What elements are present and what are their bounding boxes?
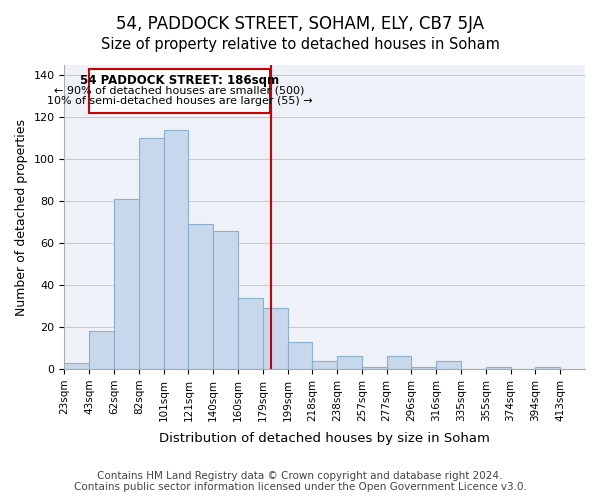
- Bar: [64, 363, 89, 369]
- Text: 10% of semi-detached houses are larger (55) →: 10% of semi-detached houses are larger (…: [47, 96, 313, 106]
- Bar: [412, 367, 436, 369]
- Text: 54 PADDOCK STREET: 186sqm: 54 PADDOCK STREET: 186sqm: [80, 74, 279, 88]
- FancyBboxPatch shape: [89, 69, 270, 113]
- Bar: [287, 342, 313, 369]
- Bar: [263, 308, 287, 369]
- Bar: [164, 130, 188, 369]
- Bar: [337, 356, 362, 369]
- X-axis label: Distribution of detached houses by size in Soham: Distribution of detached houses by size …: [159, 432, 490, 445]
- Text: Size of property relative to detached houses in Soham: Size of property relative to detached ho…: [101, 38, 499, 52]
- Bar: [535, 367, 560, 369]
- Bar: [213, 230, 238, 369]
- Text: Contains HM Land Registry data © Crown copyright and database right 2024.
Contai: Contains HM Land Registry data © Crown c…: [74, 471, 526, 492]
- Text: ← 90% of detached houses are smaller (500): ← 90% of detached houses are smaller (50…: [55, 86, 305, 96]
- Bar: [486, 367, 511, 369]
- Bar: [114, 199, 139, 369]
- Bar: [386, 356, 412, 369]
- Bar: [436, 360, 461, 369]
- Bar: [238, 298, 263, 369]
- Text: 54, PADDOCK STREET, SOHAM, ELY, CB7 5JA: 54, PADDOCK STREET, SOHAM, ELY, CB7 5JA: [116, 15, 484, 33]
- Y-axis label: Number of detached properties: Number of detached properties: [15, 118, 28, 316]
- Bar: [89, 332, 114, 369]
- Bar: [139, 138, 164, 369]
- Bar: [188, 224, 213, 369]
- Bar: [313, 360, 337, 369]
- Bar: [362, 367, 386, 369]
